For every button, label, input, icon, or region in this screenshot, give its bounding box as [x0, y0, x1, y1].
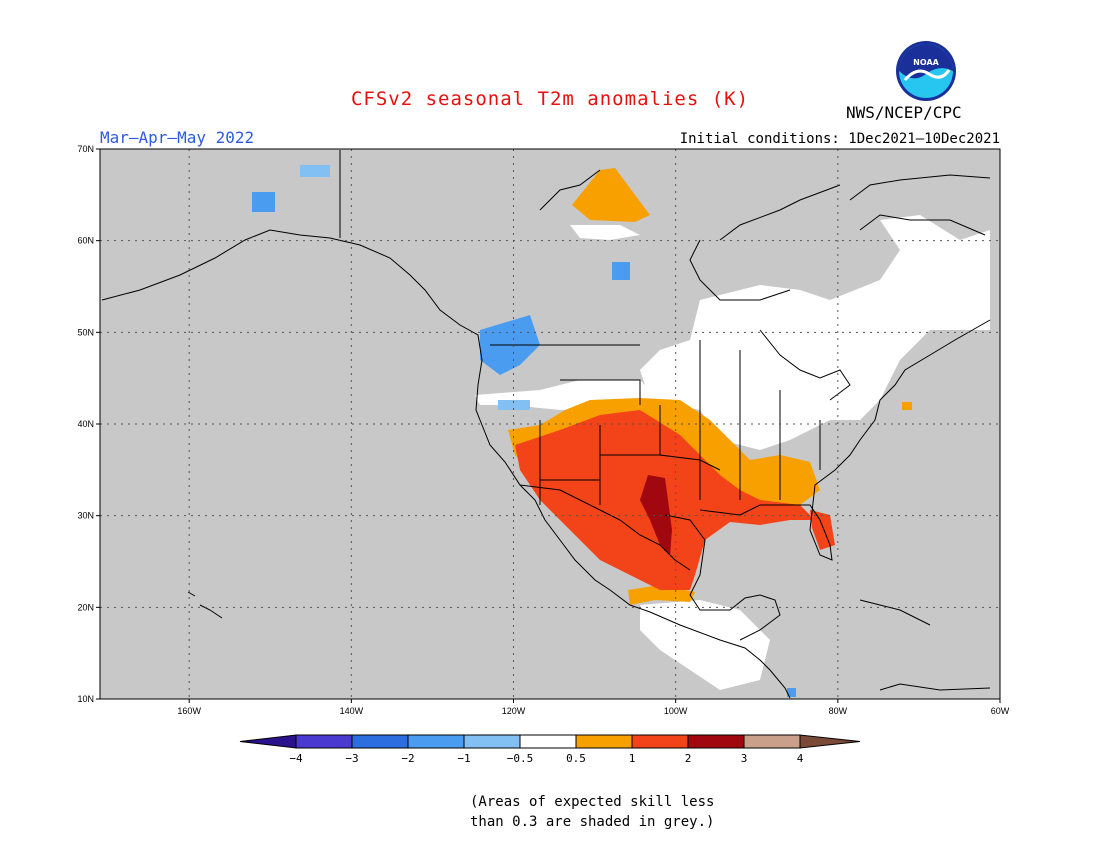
legend-tick-label: 2: [685, 752, 692, 765]
noaa-logo: [896, 41, 956, 101]
grid-lines: [100, 149, 1000, 699]
legend-tick-label: −1: [457, 752, 470, 765]
legend-swatch: [631, 734, 689, 749]
legend-tick-label: −4: [289, 752, 303, 765]
legend-arrow-left: [239, 734, 297, 749]
legend-swatch: [295, 734, 353, 749]
legend-tick-label: 4: [797, 752, 804, 765]
legend-tick-label: −3: [345, 752, 358, 765]
lat-tick-label: 60N: [77, 236, 94, 246]
legend-tick-label: −2: [401, 752, 414, 765]
coastlines: [101, 150, 991, 699]
agency-label: NWS/NCEP/CPC: [846, 103, 962, 122]
legend-tick-label: 0.5: [566, 752, 586, 765]
logo-text: NOAA: [913, 58, 939, 67]
axis-ticks: 10N 20N 30N 40N 50N 60N 70N 160W 140W 120W 100W 80W…: [77, 144, 1009, 716]
legend-swatch: [575, 734, 633, 749]
lon-tick-label: 120W: [502, 706, 526, 716]
lon-tick-label: 100W: [664, 706, 688, 716]
legend-arrow-right: [799, 734, 861, 749]
lon-tick-label: 140W: [340, 706, 364, 716]
legend-swatch: [407, 734, 465, 749]
lon-tick-label: 80W: [829, 706, 848, 716]
lat-tick-label: 40N: [77, 419, 94, 429]
map-title: CFSv2 seasonal T2m anomalies (K): [350, 88, 750, 110]
legend-swatch: [351, 734, 409, 749]
color-legend: −4 −3 −2 −1 −0.5 0.5 1 2 3 4: [239, 734, 861, 765]
anomaly-regions: [252, 165, 990, 697]
lat-tick-label: 30N: [77, 511, 94, 521]
legend-tick-label: 3: [741, 752, 748, 765]
legend-swatch: [687, 734, 745, 749]
legend-tick-label: −0.5: [507, 752, 534, 765]
lat-tick-label: 10N: [77, 694, 94, 704]
skill-note: (Areas of expected skill less than 0.3 a…: [470, 794, 715, 830]
legend-swatch: [743, 734, 801, 749]
lat-tick-label: 70N: [77, 144, 94, 154]
legend-tick-label: 1: [629, 752, 636, 765]
lat-tick-label: 50N: [77, 327, 94, 337]
legend-swatch: [463, 734, 521, 749]
season-label: Mar–Apr–May 2022: [100, 128, 255, 147]
lon-tick-label: 60W: [991, 706, 1010, 716]
legend-swatch: [519, 734, 577, 749]
initial-conditions: Initial conditions: 1Dec2021–10Dec2021: [679, 131, 1000, 147]
lat-tick-label: 20N: [77, 602, 94, 612]
lon-tick-label: 160W: [177, 706, 201, 716]
